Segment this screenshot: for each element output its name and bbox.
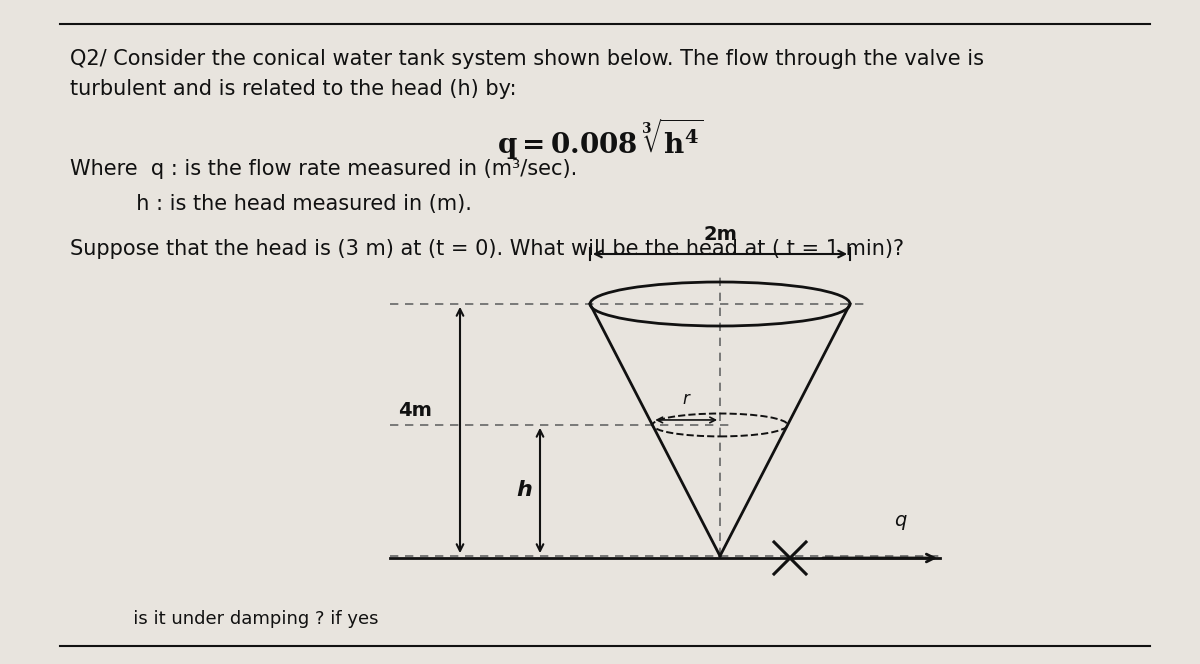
Text: $\mathbf{q = 0.008\,\sqrt[3]{h^4}}$: $\mathbf{q = 0.008\,\sqrt[3]{h^4}}$ xyxy=(497,116,703,161)
Text: 4m: 4m xyxy=(398,400,432,420)
Text: Where  q : is the flow rate measured in (m³/sec).: Where q : is the flow rate measured in (… xyxy=(70,159,577,179)
Text: q: q xyxy=(894,511,906,530)
Text: is it under damping ? if yes: is it under damping ? if yes xyxy=(70,610,378,628)
Text: Q2/ Consider the conical water tank system shown below. The flow through the val: Q2/ Consider the conical water tank syst… xyxy=(70,49,984,69)
Text: h: h xyxy=(516,481,532,501)
Text: 2m: 2m xyxy=(703,225,737,244)
Text: Suppose that the head is (3 m) at (t = 0). What will be the head at ( t = 1 min): Suppose that the head is (3 m) at (t = 0… xyxy=(70,239,904,259)
Text: r: r xyxy=(683,390,690,408)
Text: turbulent and is related to the head (h) by:: turbulent and is related to the head (h)… xyxy=(70,79,516,99)
Text: h : is the head measured in (m).: h : is the head measured in (m). xyxy=(70,194,472,214)
